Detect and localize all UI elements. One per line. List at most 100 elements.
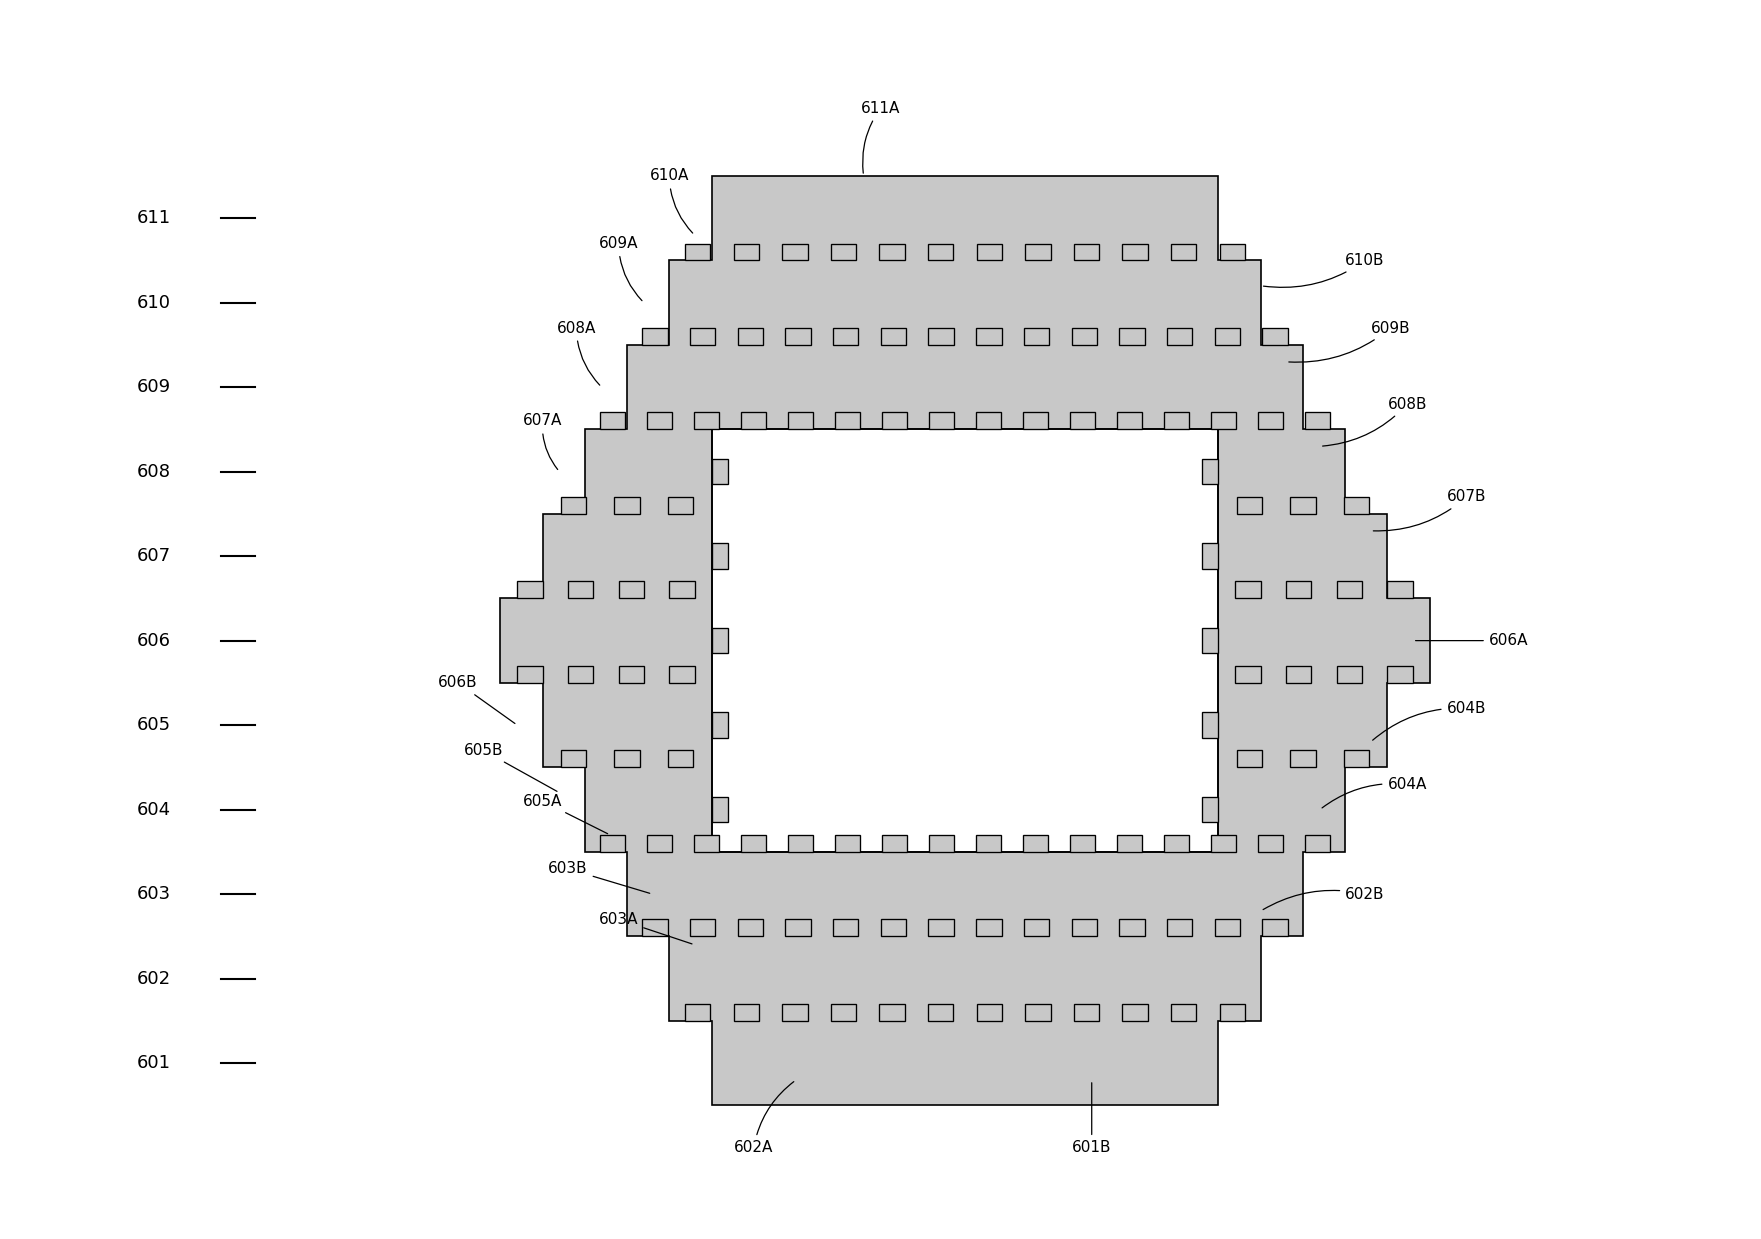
Bar xyxy=(711,797,729,823)
Bar xyxy=(711,544,729,569)
Bar xyxy=(1257,835,1284,852)
Bar xyxy=(738,919,763,937)
Text: 607: 607 xyxy=(137,548,171,565)
Bar xyxy=(741,835,766,852)
Bar xyxy=(518,667,542,683)
Bar xyxy=(643,328,667,344)
Text: 604: 604 xyxy=(137,800,171,819)
Bar xyxy=(835,835,859,852)
Bar xyxy=(1168,919,1192,937)
Text: 606B: 606B xyxy=(438,675,514,724)
Bar xyxy=(928,919,954,937)
Bar xyxy=(880,328,907,344)
Bar xyxy=(1212,835,1236,852)
Bar xyxy=(1023,919,1050,937)
Bar xyxy=(1263,328,1287,344)
Bar xyxy=(1116,835,1143,852)
Bar xyxy=(1023,835,1048,852)
Bar xyxy=(615,497,639,514)
Bar xyxy=(560,497,586,514)
Bar xyxy=(976,328,1002,344)
Bar xyxy=(694,835,718,852)
Text: 607B: 607B xyxy=(1374,489,1486,532)
Text: 611: 611 xyxy=(137,209,171,227)
Bar xyxy=(1201,797,1219,823)
Bar xyxy=(835,413,859,430)
Bar xyxy=(618,667,645,683)
Polygon shape xyxy=(500,176,1430,1105)
Bar xyxy=(880,919,907,937)
Bar xyxy=(1236,667,1261,683)
Bar xyxy=(879,244,905,260)
Bar xyxy=(560,751,586,767)
Bar xyxy=(667,751,694,767)
Bar xyxy=(1212,413,1236,430)
Bar xyxy=(601,835,625,852)
Text: 602: 602 xyxy=(137,970,171,987)
Bar xyxy=(976,413,1002,430)
Text: 602A: 602A xyxy=(734,1082,794,1155)
Bar xyxy=(1201,712,1219,737)
Bar xyxy=(787,835,814,852)
Bar xyxy=(1337,581,1361,598)
Bar xyxy=(782,1004,808,1021)
Bar xyxy=(1122,244,1148,260)
Text: 606A: 606A xyxy=(1416,633,1529,648)
Text: 608A: 608A xyxy=(556,321,601,385)
Bar xyxy=(1122,1004,1148,1021)
Text: 601: 601 xyxy=(137,1054,171,1072)
Bar xyxy=(785,328,810,344)
Bar xyxy=(1023,413,1048,430)
Text: 605: 605 xyxy=(137,716,171,735)
Bar xyxy=(734,244,759,260)
Bar xyxy=(567,581,593,598)
Bar xyxy=(1215,328,1240,344)
Bar xyxy=(928,244,953,260)
Bar xyxy=(1171,244,1196,260)
Bar xyxy=(685,1004,710,1021)
Bar xyxy=(833,328,858,344)
Bar xyxy=(879,1004,905,1021)
Bar xyxy=(1286,581,1312,598)
Bar xyxy=(1201,458,1219,484)
Text: 609B: 609B xyxy=(1289,321,1411,362)
Bar xyxy=(1071,919,1097,937)
Bar xyxy=(1201,628,1219,653)
Bar xyxy=(690,328,715,344)
Text: 609A: 609A xyxy=(599,235,643,301)
Bar xyxy=(1116,413,1143,430)
Bar xyxy=(1171,1004,1196,1021)
Bar xyxy=(976,835,1002,852)
Bar xyxy=(1305,413,1330,430)
Bar xyxy=(1120,328,1145,344)
Text: 607A: 607A xyxy=(523,414,562,470)
Text: 610A: 610A xyxy=(650,169,692,233)
Text: 608B: 608B xyxy=(1323,396,1426,446)
Bar xyxy=(928,413,954,430)
Bar xyxy=(711,628,729,653)
Bar xyxy=(711,458,729,484)
Bar xyxy=(977,1004,1002,1021)
Text: 603B: 603B xyxy=(548,861,650,893)
Bar xyxy=(782,244,808,260)
Bar xyxy=(833,919,858,937)
Bar xyxy=(1023,328,1050,344)
Text: 604B: 604B xyxy=(1372,701,1486,740)
Text: 601B: 601B xyxy=(1072,1083,1111,1155)
Bar xyxy=(685,244,710,260)
Bar xyxy=(646,413,673,430)
Text: 605B: 605B xyxy=(463,743,556,792)
Bar xyxy=(690,919,715,937)
Text: 610B: 610B xyxy=(1263,253,1384,287)
Bar xyxy=(646,835,673,852)
Bar xyxy=(787,413,814,430)
Text: 609: 609 xyxy=(137,378,171,396)
Bar xyxy=(615,751,639,767)
Bar xyxy=(667,497,694,514)
Bar xyxy=(1263,919,1287,937)
Text: 603A: 603A xyxy=(599,912,692,944)
Bar xyxy=(1215,919,1240,937)
Bar xyxy=(601,413,625,430)
Bar xyxy=(1071,328,1097,344)
Bar xyxy=(741,413,766,430)
